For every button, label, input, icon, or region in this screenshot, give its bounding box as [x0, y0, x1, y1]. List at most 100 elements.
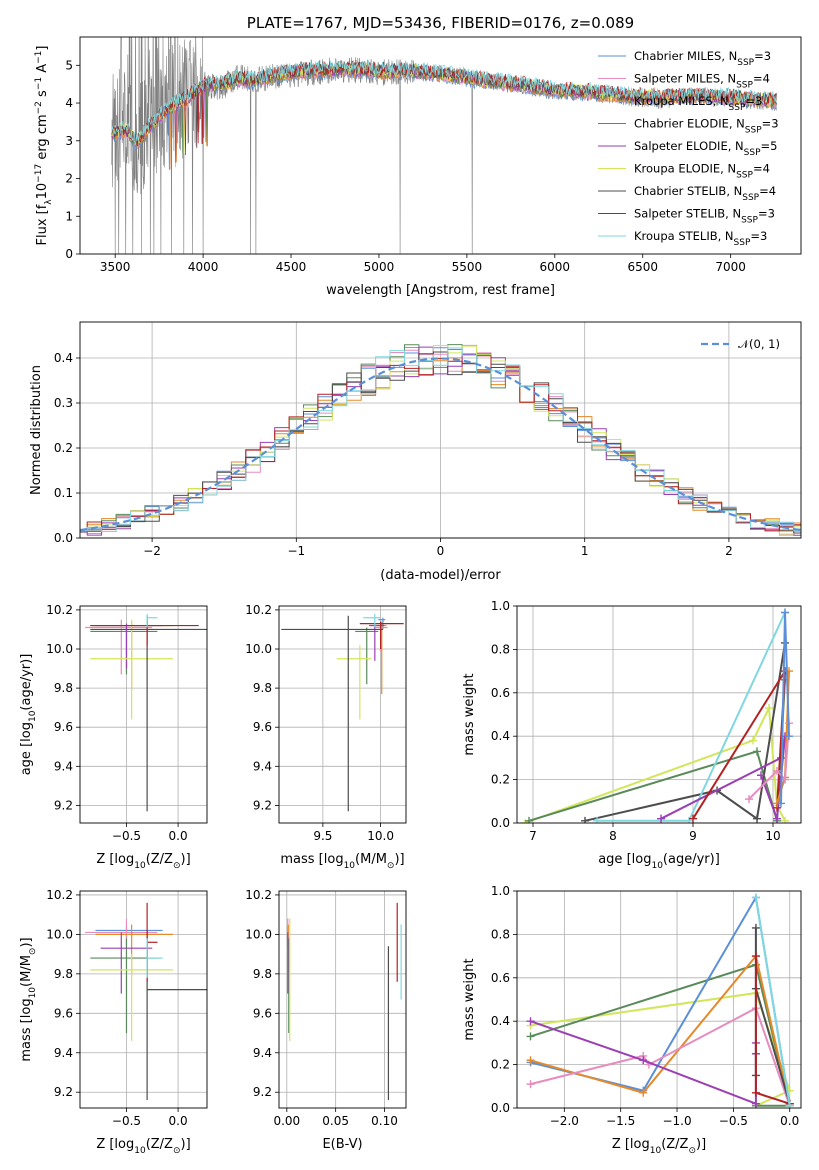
x-ticks: −2.0 −1.5 −1.0 −0.5 0.0 — [550, 1108, 799, 1128]
y-tick-label: 9.8 — [253, 681, 272, 695]
errorbars — [85, 902, 207, 1101]
x-tick-label: 0 — [437, 544, 445, 558]
errorbar-kroupa-stelib — [146, 938, 163, 978]
point-marker — [751, 952, 760, 961]
y-tick-label: 1.0 — [491, 884, 510, 898]
y-tick-label: 9.4 — [253, 759, 272, 773]
point-marker — [777, 799, 785, 808]
mass-vs-Z-ylabel: mass [log10(M/M⊙)] — [19, 937, 38, 1061]
errorbar-chabrier-elodie — [90, 938, 158, 1034]
x-tick-label: 7 — [529, 829, 537, 843]
series-kroupa-elodie — [526, 988, 794, 1108]
y-tick-label: 10.0 — [46, 927, 73, 941]
x-tick-label: −2.0 — [550, 1114, 579, 1128]
mass-vs-Z-panel: −0.5 0.0 9.2 9.4 9.6 9.8 10.0 10.2 Z [log10(Z/Z⊙… — [19, 888, 208, 1156]
x-ticks: 9.5 10.0 — [313, 823, 394, 843]
x-tick-label: 0.00 — [273, 1114, 300, 1128]
histogram-lines — [80, 344, 801, 536]
point-marker — [751, 1099, 760, 1108]
point-marker — [749, 736, 757, 745]
histogram-kroupa-stelib — [80, 347, 801, 532]
y-tick-label: 0.4 — [54, 351, 73, 365]
y-tick-label: 0.6 — [491, 971, 510, 985]
point-marker — [751, 923, 760, 932]
mass-weight-lines — [526, 893, 794, 1108]
x-tick-label: 1 — [581, 544, 589, 558]
x-tick-label: 2 — [725, 544, 733, 558]
series-kroupa-elodie — [521, 703, 789, 823]
point-marker — [785, 1101, 794, 1108]
spectrum-xlabel: wavelength [Angstrom, rest frame] — [326, 283, 555, 298]
y-tick-label: 9.6 — [253, 1006, 272, 1020]
x-ticks: 7 8 9 10 — [529, 823, 781, 843]
point-marker — [785, 732, 793, 741]
y-ticks: 0 1 2 3 4 5 — [65, 58, 80, 261]
y-tick-label: 0.0 — [491, 1101, 510, 1115]
spectrum-panel: 3500 4000 4500 5000 5500 6000 6500 7000 0 1 2 3 4 5 PL… — [34, 14, 802, 298]
x-tick-label: −1.5 — [606, 1114, 635, 1128]
point-marker — [773, 814, 781, 823]
x-tick-label: 7000 — [715, 260, 746, 274]
y-tick-label: 10.0 — [245, 642, 272, 656]
x-tick-label: 0.0 — [169, 829, 188, 843]
point-marker — [639, 1056, 648, 1065]
y-tick-label: 9.2 — [54, 798, 73, 812]
x-tick-label: −1.0 — [662, 1114, 691, 1128]
errorbar-salpeter-elodie — [100, 932, 153, 994]
legend-entry: Chabrier STELIB, NSSP=4 — [634, 184, 776, 203]
y-tick-label: 5 — [65, 58, 73, 72]
point-marker — [526, 1017, 535, 1026]
y-tick-label: 9.2 — [253, 1085, 272, 1099]
residuals-ylabel: Normed distribution — [29, 365, 44, 495]
x-tick-label: 0.10 — [371, 1114, 398, 1128]
y-tick-label: 2 — [65, 172, 73, 186]
mass-vs-Z-xlabel: Z [log10(Z/Z⊙)] — [96, 1137, 190, 1156]
mass-vs-EBV-xlabel: E(B-V) — [322, 1137, 362, 1152]
legend-entry: Salpeter STELIB, NSSP=3 — [634, 207, 775, 226]
x-tick-label: 0.0 — [169, 1114, 188, 1128]
y-tick-label: 9.8 — [54, 681, 73, 695]
legend-entry: Kroupa STELIB, NSSP=3 — [634, 229, 767, 248]
axes-frame — [79, 36, 802, 255]
legend-entry: Kroupa ELODIE, NSSP=4 — [634, 162, 770, 181]
errorbar-salpeter-stelib — [90, 623, 199, 646]
x-tick-label: 4000 — [188, 260, 219, 274]
mass-weight-vs-age-ylabel: mass weight — [462, 673, 477, 755]
series-line — [530, 1006, 791, 1107]
y-tick-label: 0.8 — [491, 642, 510, 656]
axes-frame — [79, 605, 208, 824]
y-tick-label: 1 — [65, 209, 73, 223]
y-tick-label: 9.6 — [54, 720, 73, 734]
point-marker — [593, 816, 601, 823]
gridlines — [80, 606, 207, 823]
point-marker — [781, 608, 789, 617]
y-tick-label: 0.2 — [54, 441, 73, 455]
y-tick-label: 9.8 — [54, 967, 73, 981]
series-chabrier-miles — [777, 608, 793, 808]
series-salpeter-stelib — [689, 667, 789, 823]
point-marker — [639, 1088, 648, 1097]
x-tick-label: 5000 — [364, 260, 395, 274]
errorbar-chabrier-stelib — [90, 615, 207, 812]
x-tick-label: 0.05 — [322, 1114, 349, 1128]
series-line — [584, 642, 786, 822]
point-marker — [773, 766, 781, 775]
y-ticks: 9.2 9.4 9.6 9.8 10.0 10.2 — [245, 603, 279, 812]
y-tick-label: 9.4 — [54, 1046, 73, 1060]
point-marker — [751, 893, 760, 902]
y-ticks: 9.2 9.4 9.6 9.8 10.0 10.2 — [46, 603, 80, 812]
x-tick-label: 0.0 — [780, 1114, 799, 1128]
point-marker — [525, 816, 533, 823]
y-tick-label: 0.2 — [491, 773, 510, 787]
gridlines — [80, 322, 801, 539]
residuals-panel: −2 −1 0 1 2 0.0 0.1 0.2 0.3 0.4 (data-model)/error… — [29, 321, 802, 583]
axes-frame — [278, 890, 407, 1109]
y-tick-label: 10.0 — [245, 927, 272, 941]
y-tick-label: 10.0 — [46, 642, 73, 656]
mass-weight-vs-Z-xlabel: Z [log10(Z/Z⊙)] — [612, 1137, 706, 1156]
point-marker — [526, 1056, 535, 1065]
point-marker — [526, 1080, 535, 1089]
legend-entry: Chabrier ELODIE, NSSP=3 — [634, 117, 779, 136]
errorbar-kroupa-stelib — [146, 613, 158, 628]
y-tick-label: 0.0 — [491, 816, 510, 830]
